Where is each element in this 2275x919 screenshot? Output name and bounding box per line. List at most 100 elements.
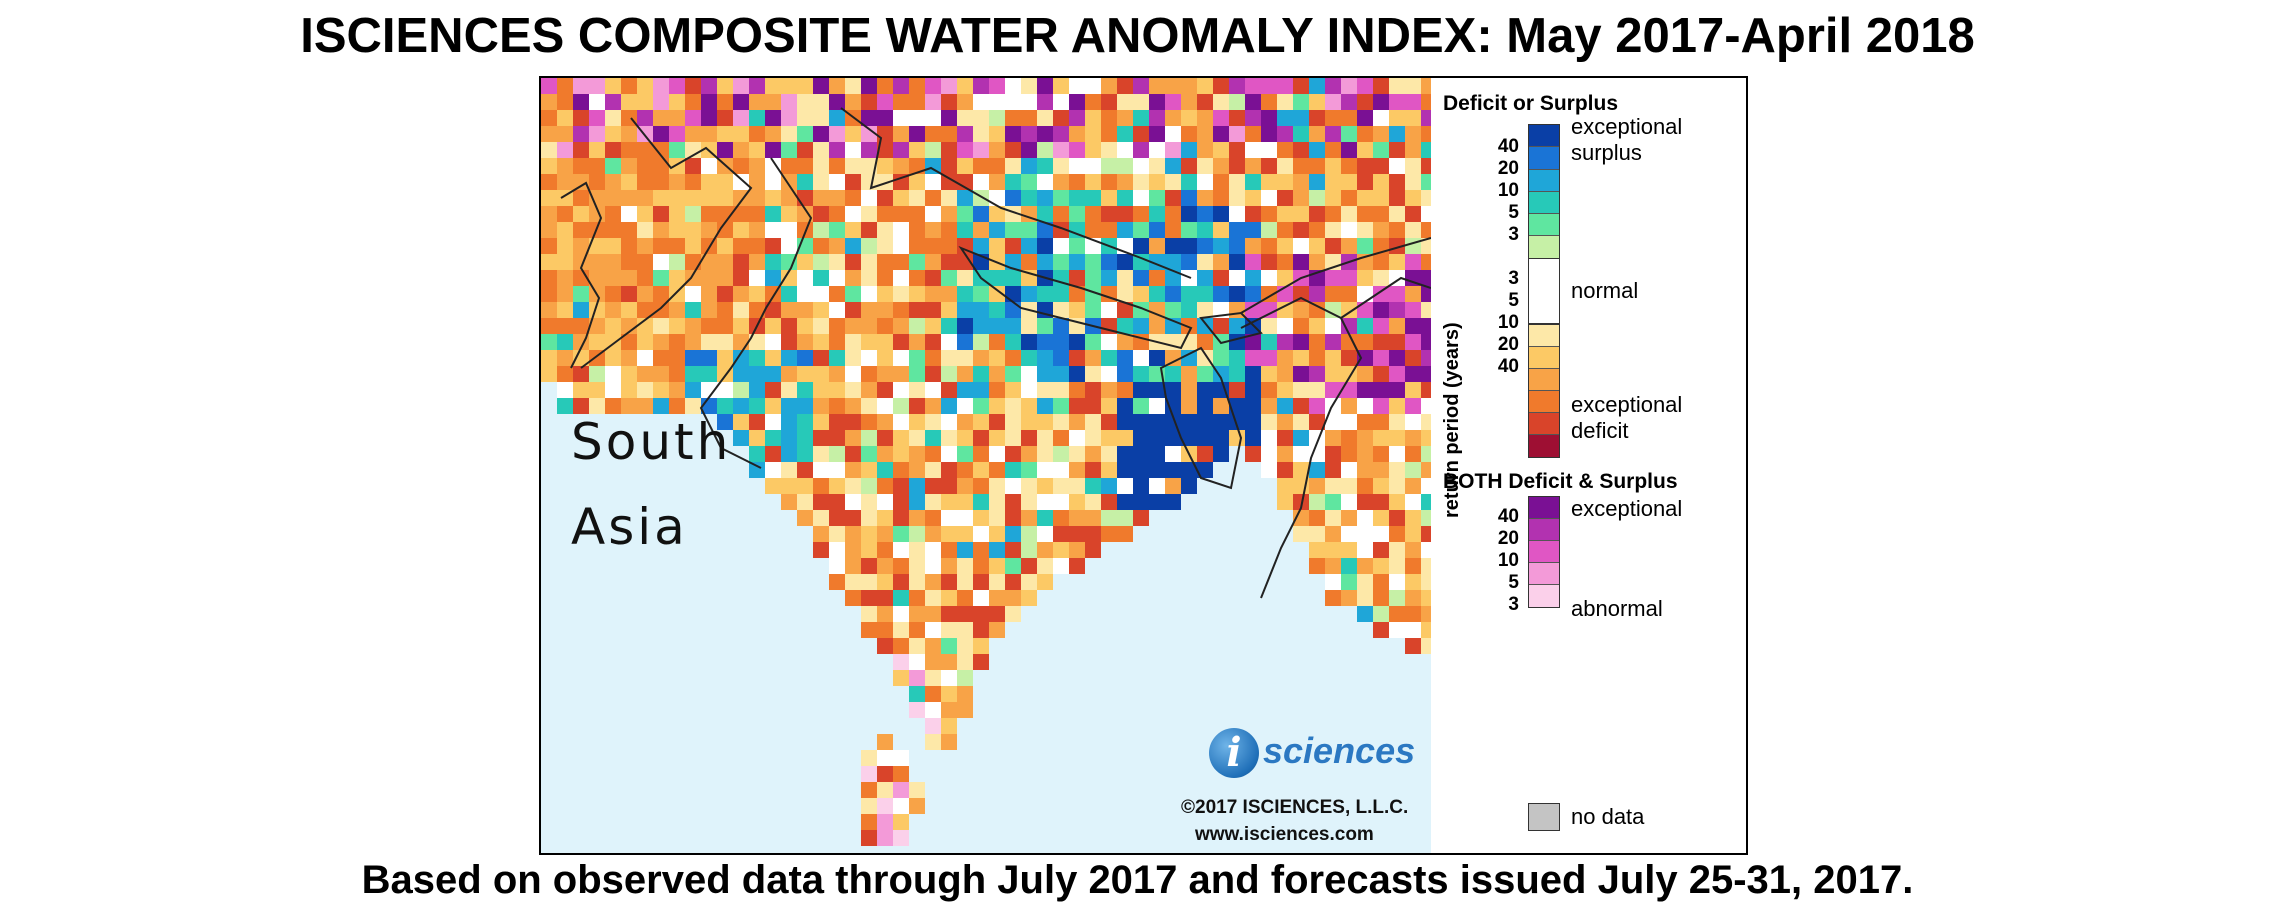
land-cell [893, 830, 909, 846]
land-cell [829, 270, 845, 286]
land-cell [1293, 94, 1309, 110]
land-cell [861, 254, 877, 270]
land-cell [1101, 350, 1117, 366]
land-cell [781, 270, 797, 286]
land-cell [621, 126, 637, 142]
land-cell [1357, 414, 1373, 430]
land-cell [1421, 350, 1431, 366]
land-cell [733, 430, 749, 446]
land-cell [1325, 574, 1341, 590]
land-cell [1245, 110, 1261, 126]
land-cell [829, 94, 845, 110]
land-cell [685, 398, 701, 414]
land-cell [605, 254, 621, 270]
land-cell [797, 110, 813, 126]
land-cell [1149, 398, 1165, 414]
land-cell [1133, 398, 1149, 414]
land-cell [1053, 110, 1069, 126]
land-cell [893, 174, 909, 190]
land-cell [845, 126, 861, 142]
land-cell [845, 158, 861, 174]
legend-title-both: BOTH Deficit & Surplus [1443, 470, 1678, 493]
land-cell [1261, 270, 1277, 286]
land-cell [909, 94, 925, 110]
land-cell [669, 302, 685, 318]
land-cell [1021, 382, 1037, 398]
land-cell [861, 558, 877, 574]
land-cell [685, 302, 701, 318]
land-cell [1069, 126, 1085, 142]
land-cell [621, 366, 637, 382]
land-cell [909, 158, 925, 174]
land-cell [1053, 462, 1069, 478]
land-cell [813, 222, 829, 238]
land-cell [1373, 78, 1389, 94]
land-cell [845, 542, 861, 558]
land-cell [1389, 398, 1405, 414]
land-cell [1181, 366, 1197, 382]
land-cell [957, 414, 973, 430]
land-cell [1117, 478, 1133, 494]
land-cell [1245, 142, 1261, 158]
land-cell [1357, 302, 1373, 318]
land-cell [781, 318, 797, 334]
land-cell [605, 190, 621, 206]
land-cell [1421, 302, 1431, 318]
land-cell [893, 222, 909, 238]
land-cell [1261, 414, 1277, 430]
land-cell [1373, 606, 1389, 622]
land-cell [1117, 382, 1133, 398]
land-cell [893, 654, 909, 670]
land-cell [941, 446, 957, 462]
land-cell [1293, 78, 1309, 94]
land-cell [877, 526, 893, 542]
land-cell [1149, 494, 1165, 510]
land-cell [845, 238, 861, 254]
land-cell [1245, 382, 1261, 398]
land-cell [781, 142, 797, 158]
land-cell [957, 366, 973, 382]
land-cell [717, 222, 733, 238]
ticks-surplus-1: 20 [1497, 158, 1519, 179]
land-cell [1293, 190, 1309, 206]
land-cell [1085, 174, 1101, 190]
land-cell [781, 350, 797, 366]
land-cell [1069, 366, 1085, 382]
land-cell [1277, 174, 1293, 190]
land-cell [829, 366, 845, 382]
land-cell [1149, 286, 1165, 302]
land-cell [573, 94, 589, 110]
land-cell [717, 174, 733, 190]
land-cell [877, 638, 893, 654]
land-cell [1293, 174, 1309, 190]
land-cell [685, 126, 701, 142]
land-cell [1389, 590, 1405, 606]
land-cell [1085, 190, 1101, 206]
land-cell [973, 318, 989, 334]
land-cell [733, 94, 749, 110]
land-cell [957, 686, 973, 702]
land-cell [781, 110, 797, 126]
land-cell [1261, 366, 1277, 382]
land-cell [1085, 382, 1101, 398]
land-cell [1261, 206, 1277, 222]
land-cell [733, 110, 749, 126]
land-cell [877, 382, 893, 398]
land-cell [1005, 462, 1021, 478]
legend-surplus-label-1: exceptional [1571, 114, 1683, 139]
land-cell [893, 94, 909, 110]
land-cell [957, 142, 973, 158]
land-cell [1037, 542, 1053, 558]
land-cell [765, 382, 781, 398]
legend-nodata-swatch [1528, 803, 1560, 831]
land-cell [637, 94, 653, 110]
land-cell [925, 398, 941, 414]
land-cell [1101, 78, 1117, 94]
land-cell [973, 462, 989, 478]
land-cell [1133, 174, 1149, 190]
land-cell [861, 830, 877, 846]
land-cell [573, 222, 589, 238]
land-cell [1165, 190, 1181, 206]
land-cell [1213, 110, 1229, 126]
land-cell [1197, 446, 1213, 462]
